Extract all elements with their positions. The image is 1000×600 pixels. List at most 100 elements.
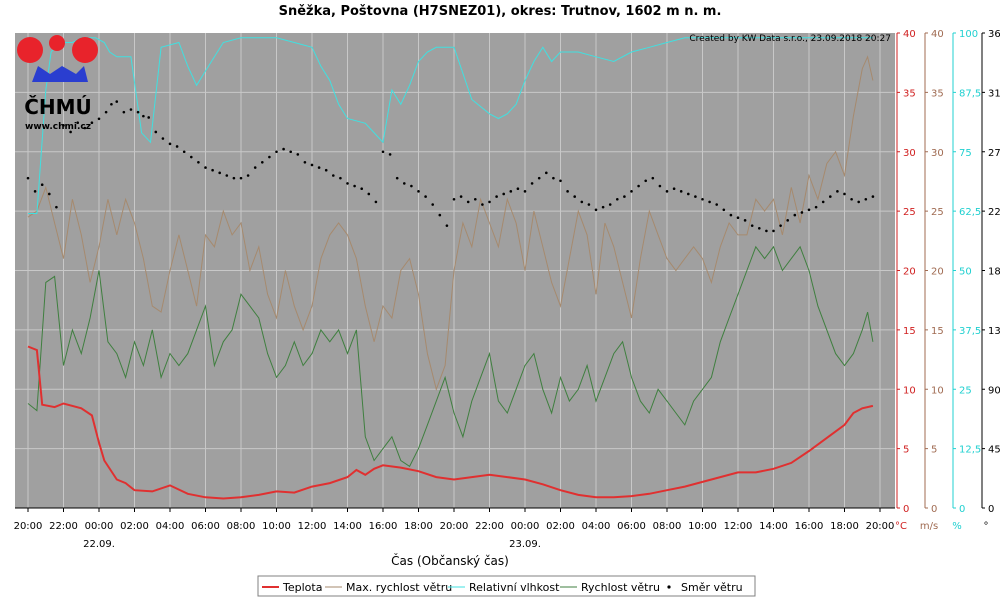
x-tick-label: 02:00 [546, 521, 575, 532]
legend-item-label: Teplota [282, 581, 322, 594]
wind-direction-point [147, 116, 150, 119]
wind-direction-point [495, 195, 498, 198]
date-label: 22.09. [83, 539, 115, 550]
wind-direction-point [33, 190, 37, 193]
y-axis-unit-hum: % [952, 521, 962, 532]
logo-circle-top [49, 35, 65, 51]
wind-direction-point [857, 200, 860, 204]
wind-direction-point [843, 192, 846, 196]
x-tick-label: 14:00 [333, 521, 362, 532]
wind-direction-point [701, 197, 704, 201]
x-tick-label: 20:00 [440, 521, 469, 532]
wind-direction-point [644, 179, 647, 183]
y-tick-label-hum: 12,5 [959, 445, 981, 456]
legend-swatch [667, 585, 671, 589]
x-tick-label: 22:00 [49, 521, 78, 532]
wind-direction-point [104, 110, 108, 114]
wind-direction-point [829, 195, 832, 198]
wind-direction-point [481, 203, 484, 206]
wind-direction-point [97, 117, 101, 121]
wind-direction-point [466, 200, 470, 204]
wind-direction-point [850, 197, 853, 201]
wind-direction-point [552, 176, 555, 180]
y-tick-label-temp: 20 [903, 267, 916, 278]
y-tick-label-hum: 62,5 [959, 207, 981, 218]
x-tick-label: 16:00 [369, 521, 398, 532]
wind-direction-point [431, 203, 435, 206]
wind-direction-point [395, 176, 399, 180]
wind-direction-point [452, 197, 456, 201]
wind-direction-point [175, 145, 179, 148]
series-line-relativn-vlhkost [28, 37, 873, 214]
wind-direction-point [871, 195, 875, 198]
x-tick-label: 12:00 [298, 521, 327, 532]
wind-direction-point [303, 161, 307, 164]
legend-box [257, 575, 756, 597]
wind-direction-point [786, 219, 789, 222]
chmu-logo: ČHMÚ www.chmi.cz [17, 35, 98, 132]
y-tick-label-temp: 25 [903, 207, 916, 218]
x-tick-label: 18:00 [830, 521, 859, 532]
wind-direction-point [616, 197, 619, 201]
wind-direction-point [424, 195, 427, 198]
wind-direction-point [864, 197, 868, 201]
wind-direction-point [772, 229, 775, 233]
chart-title: Sněžka, Poštovna (H7SNEZ01), okres: Trut… [279, 4, 722, 19]
y-tick-label-wind: 25 [931, 207, 944, 218]
y-tick-label-dir: 45 [988, 445, 1000, 456]
y-tick-label-dir: 315 [988, 88, 1000, 99]
wind-direction-point [687, 192, 690, 196]
wind-direction-point [317, 166, 321, 169]
wind-direction-point [736, 216, 740, 220]
wind-direction-point [523, 190, 527, 193]
wind-direction-point [779, 224, 782, 227]
wind-direction-point [445, 224, 449, 227]
wind-direction-point [807, 208, 811, 212]
wind-direction-point [225, 174, 229, 177]
axes-group: 20:00 22:00 00:00 02:00 04:00 06:00 08:00 10:00… [14, 29, 1000, 550]
y-tick-label-wind: 5 [931, 445, 937, 456]
y-tick-label-dir: 225 [988, 207, 1000, 218]
series-group [26, 37, 875, 500]
wind-direction-point [651, 176, 655, 180]
wind-direction-point [594, 208, 598, 212]
y-tick-label-hum: 25 [959, 385, 972, 396]
wind-direction-point [62, 124, 65, 127]
wind-direction-point [722, 208, 726, 212]
wind-direction-point [289, 150, 293, 154]
wind-direction-point [672, 187, 676, 190]
y-tick-label-temp: 0 [903, 504, 909, 515]
wind-direction-point [218, 171, 221, 175]
wind-direction-point [488, 200, 491, 204]
wind-direction-point [168, 142, 172, 146]
y-axis-unit-wind: m/s [920, 521, 938, 532]
y-tick-label-hum: 87,5 [959, 88, 981, 99]
wind-direction-point [353, 184, 356, 188]
wind-direction-point [658, 184, 662, 188]
wind-direction-point [821, 200, 825, 204]
wind-direction-point [566, 190, 569, 193]
wind-direction-point [115, 100, 119, 103]
y-tick-label-wind: 35 [931, 88, 944, 99]
wind-direction-point [296, 153, 300, 156]
x-tick-label: 14:00 [759, 521, 788, 532]
wind-direction-point [750, 224, 754, 227]
wind-direction-point [367, 192, 371, 196]
wind-direction-point [310, 163, 314, 167]
wind-direction-point [282, 147, 285, 151]
wind-direction-point [438, 213, 442, 217]
credit-text: Created by KW Data s.r.o., 23.09.2018 20… [689, 34, 891, 44]
wind-direction-point [516, 187, 520, 190]
wind-direction-point [729, 213, 733, 217]
wind-direction-point [559, 179, 562, 183]
wind-direction-point [417, 190, 420, 193]
wind-direction-point [537, 176, 541, 180]
wind-direction-point [332, 174, 335, 177]
legend-item-label: Rychlost větru [581, 581, 660, 594]
y-tick-label-wind: 15 [931, 326, 944, 337]
wind-direction-point [246, 174, 250, 177]
y-tick-label-temp: 10 [903, 385, 916, 396]
wind-direction-point [608, 203, 612, 206]
wind-direction-point [601, 205, 605, 209]
